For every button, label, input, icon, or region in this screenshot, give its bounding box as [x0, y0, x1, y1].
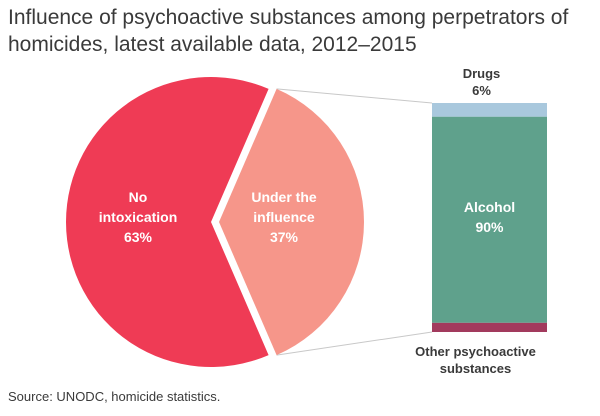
chart-title: Influence of psychoactive substances amo… — [8, 6, 569, 56]
connector-line-top — [276, 88, 433, 104]
pie-slice-under-influence — [219, 88, 365, 356]
chart-labels: No intoxication 63% Under the influence 37% Dr… — [99, 66, 536, 376]
bar-segment-drugs — [432, 103, 547, 117]
stacked-bar — [432, 103, 547, 332]
pie-chart — [66, 76, 365, 367]
bar-label-drugs: Drugs 6% — [463, 66, 501, 98]
bar-label-alcohol: Alcohol 90% — [464, 199, 515, 235]
bar-label-other: Other psychoactive substances — [415, 344, 536, 376]
pie-label-no-intoxication: No intoxication 63% — [99, 189, 178, 245]
connector-lines — [276, 88, 433, 356]
source-note: Source: UNODC, homicide statistics. — [8, 389, 221, 404]
bar-segment-alcohol — [432, 116, 547, 323]
pie-label-under-influence: Under the influence 37% — [251, 189, 317, 245]
connector-line-bottom — [276, 331, 433, 356]
bar-segment-other — [432, 322, 547, 332]
pie-slice-no-intoxication — [66, 76, 269, 367]
